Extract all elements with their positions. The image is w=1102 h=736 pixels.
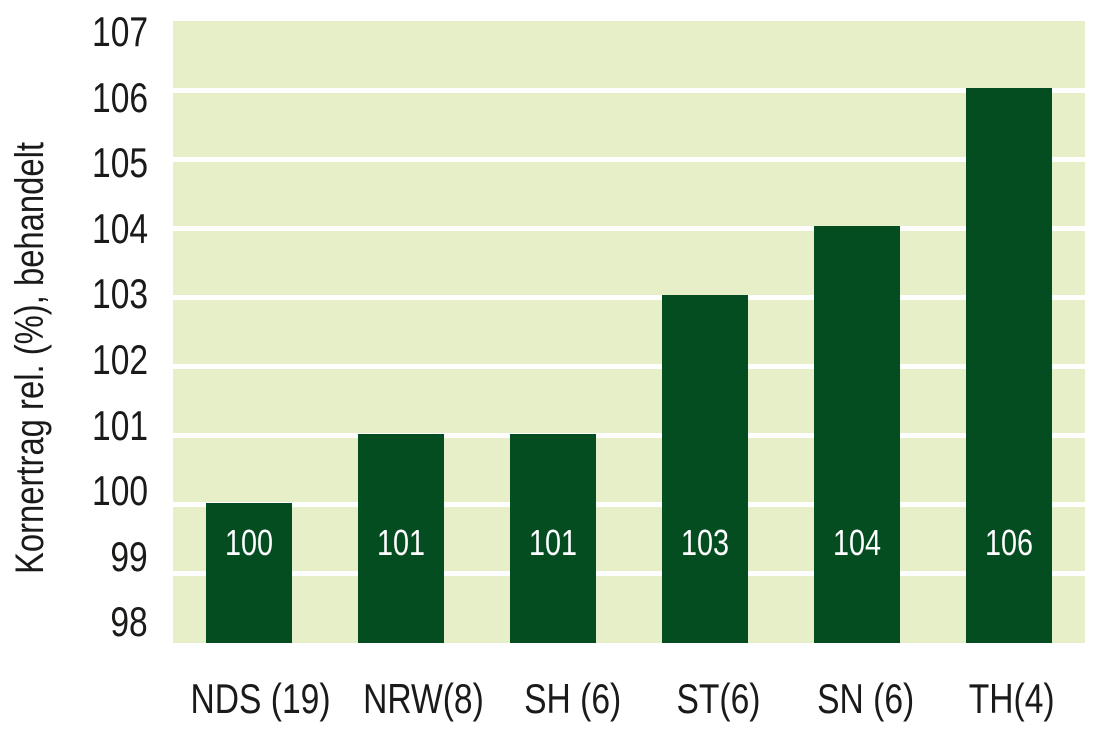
x-tick-label-text: ST(6) (676, 675, 761, 722)
y-tick-label: 98 (110, 598, 148, 646)
y-tick-label: 106 (91, 73, 148, 121)
x-tick-label-text: NDS (19) (190, 675, 331, 722)
x-axis-tick-labels: NDS (19) NRW(8) SH (6) ST(6) SN (6) TH(4) (173, 678, 1085, 720)
x-tick-label: TH(4) (938, 678, 1085, 720)
bar-slot: 104 (781, 21, 933, 643)
bar-value-label: 100 (224, 522, 274, 563)
y-tick-label: 104 (91, 204, 148, 252)
x-tick-label-text: SN (6) (816, 675, 914, 722)
gridline-105 (173, 156, 1085, 162)
bar (814, 226, 900, 643)
gridline-101 (173, 433, 1085, 439)
gridline-99 (173, 571, 1085, 577)
bars-container: 100 101 101 103 104 106 (173, 21, 1085, 643)
y-tick-label: 103 (91, 270, 148, 318)
bar-slot: 103 (629, 21, 781, 643)
bar-value-label: 101 (528, 522, 578, 563)
bar-slot: 100 (173, 21, 325, 643)
bar-value-label: 104 (832, 522, 882, 563)
bar (966, 88, 1052, 643)
bar (510, 433, 596, 643)
bar-slot: 101 (477, 21, 629, 643)
gridline-102 (173, 364, 1085, 370)
x-tick-label: SN (6) (792, 678, 939, 720)
bar-value-label: 101 (376, 522, 426, 563)
x-tick-label: ST(6) (645, 678, 792, 720)
bar (206, 502, 292, 643)
x-tick-label-text: SH (6) (523, 675, 621, 722)
y-tick-label: 99 (110, 532, 148, 580)
gridline-100 (173, 502, 1085, 508)
bar-value-label: 103 (680, 522, 730, 563)
x-tick-label: NDS (19) (173, 678, 348, 720)
gridline-106 (173, 87, 1085, 93)
plot-area: 100 101 101 103 104 106 (173, 21, 1085, 643)
bar (358, 433, 444, 643)
y-tick-label: 105 (91, 139, 148, 187)
y-tick-label: 100 (91, 467, 148, 515)
bar (662, 295, 748, 643)
y-axis-title: Kornertrag rel. (%), behandelt (8, 141, 52, 575)
bar-slot: 106 (933, 21, 1085, 643)
x-tick-label-text: TH(4) (968, 675, 1055, 722)
bar-value-label: 106 (984, 522, 1034, 563)
gridline-103 (173, 294, 1085, 300)
y-tick-label: 107 (91, 8, 148, 55)
x-tick-label-text: NRW(8) (363, 675, 484, 722)
y-tick-label: 102 (91, 336, 148, 383)
bar-slot: 101 (325, 21, 477, 643)
gridline-104 (173, 225, 1085, 231)
y-tick-label: 101 (91, 401, 148, 449)
x-tick-label: NRW(8) (348, 678, 499, 720)
x-tick-label: SH (6) (499, 678, 646, 720)
